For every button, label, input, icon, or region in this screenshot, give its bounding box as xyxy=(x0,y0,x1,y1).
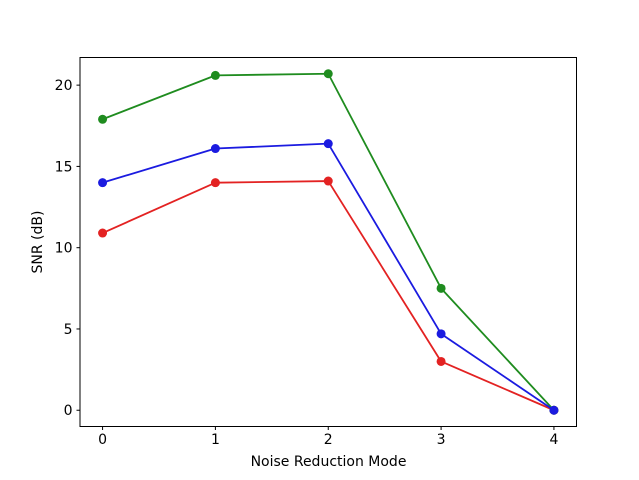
y-tick-label: 20 xyxy=(55,78,73,94)
y-tick-label: 15 xyxy=(55,159,73,175)
y-tick-label: 0 xyxy=(64,403,73,419)
green-series-marker xyxy=(436,283,446,293)
y-tick-label: 5 xyxy=(64,322,73,338)
red-series-marker xyxy=(323,176,333,186)
x-tick-label: 3 xyxy=(437,432,446,448)
plot-frame xyxy=(79,57,577,427)
green-series-marker xyxy=(98,114,108,124)
y-axis-label: SNR (dB) xyxy=(30,210,46,274)
x-tick-label: 4 xyxy=(549,432,558,448)
blue-series-marker xyxy=(323,139,333,149)
red-series-marker xyxy=(436,356,446,366)
red-series-line xyxy=(102,180,555,412)
blue-series-marker xyxy=(436,329,446,339)
green-series-line xyxy=(102,72,555,411)
x-tick-label: 0 xyxy=(98,432,107,448)
x-tick-label: 2 xyxy=(324,432,333,448)
x-tick-label: 1 xyxy=(211,432,220,448)
x-axis-label: Noise Reduction Mode xyxy=(250,454,407,470)
red-series-marker xyxy=(210,178,220,188)
blue-series-marker xyxy=(210,144,220,154)
red-series-marker xyxy=(98,228,108,238)
y-tick-label: 10 xyxy=(55,241,73,257)
green-series-marker xyxy=(210,70,220,80)
blue-series-marker xyxy=(98,178,108,188)
blue-series-marker xyxy=(549,405,559,415)
green-series-marker xyxy=(323,69,333,79)
